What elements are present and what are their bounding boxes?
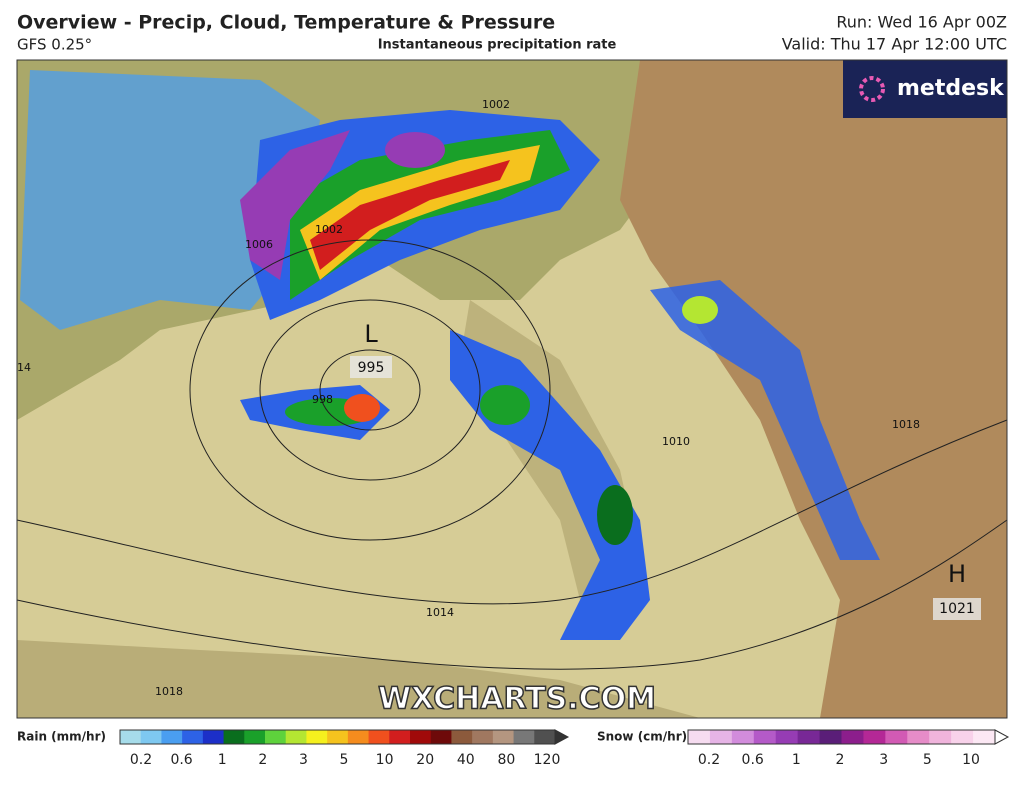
isobar-label: 1006 [245, 238, 273, 251]
isobar-label: 1018 [155, 685, 183, 698]
rain-tick-label: 5 [340, 752, 349, 768]
title: Overview - Precip, Cloud, Temperature & … [17, 12, 555, 34]
snow-bar-arrow [994, 729, 1010, 745]
rain-swatch [410, 730, 432, 744]
rain-swatch [430, 730, 452, 744]
isobars [16, 239, 1008, 670]
brand-icon [859, 76, 885, 102]
snow-swatch [797, 730, 821, 744]
rain-swatch [492, 730, 515, 744]
snow-tick-label: 0.2 [698, 752, 720, 768]
rain-tick-label: 40 [457, 752, 475, 768]
label-box [350, 356, 392, 378]
rain-tick-label: 20 [416, 752, 434, 768]
rain-swatch [368, 730, 390, 744]
map: 1002 1002 1006 998 1010 1014 1018 1018 1… [16, 59, 1008, 719]
precip-rain [310, 160, 510, 270]
isobar-label: 1010 [662, 435, 690, 448]
brand-box [843, 60, 1007, 118]
rain-tick-label: 10 [376, 752, 394, 768]
snow-swatch [929, 730, 952, 744]
low-letter: L [364, 320, 378, 348]
label-box [933, 598, 981, 620]
precip-snow [240, 130, 350, 280]
watermark: WXCHARTS.COM [378, 682, 656, 717]
snow-tick-label: 3 [879, 752, 888, 768]
precip-rain [344, 394, 380, 422]
land-south [17, 640, 700, 718]
isobar-label: 14 [17, 361, 31, 374]
rain-swatch [244, 730, 266, 744]
rain-bar-arrow [554, 729, 570, 745]
rain-swatch [265, 730, 287, 744]
isobar-label: 1018 [892, 418, 920, 431]
rain-tick-label: 2 [258, 752, 267, 768]
snow-swatch [841, 730, 864, 744]
precip-rain [597, 485, 633, 545]
snow-swatch [709, 730, 733, 744]
low-pressure: 995 [358, 360, 385, 376]
snow-tick-label: 5 [923, 752, 932, 768]
rain-swatch [347, 730, 370, 744]
land-east [620, 60, 1007, 718]
rain-swatch [182, 730, 204, 744]
map-frame [16, 59, 1008, 719]
high-pressure: 1021 [939, 601, 975, 617]
product: Instantaneous precipitation rate [378, 38, 617, 53]
rain-swatch [451, 730, 473, 744]
snow-swatch [973, 730, 996, 744]
rain-tick-label: 80 [497, 752, 515, 768]
rain-swatch [472, 730, 494, 744]
model: GFS 0.25° [17, 36, 92, 54]
precip-rain [20, 70, 320, 330]
snow-swatch [731, 730, 755, 744]
high-letter: H [948, 560, 966, 588]
isobar-label: 1002 [315, 223, 343, 236]
snow-tick-label: 10 [962, 752, 980, 768]
rain-swatch [120, 730, 142, 744]
snow-swatch [863, 730, 886, 744]
rain-tick-label: 0.6 [170, 752, 192, 768]
isobar-label: 1002 [482, 98, 510, 111]
snow-legend-label: Snow (cm/hr) [597, 730, 687, 744]
isobar-label: 1014 [426, 606, 454, 619]
precip-rain [480, 385, 530, 425]
brand: metdesk [897, 76, 1005, 101]
run: Run: Wed 16 Apr 00Z [836, 13, 1007, 32]
rain-tick-label: 3 [299, 752, 308, 768]
rain-swatch [389, 730, 411, 744]
snow-tick-label: 1 [792, 752, 801, 768]
rain-swatch [513, 730, 535, 744]
rain-tick-label: 0.2 [130, 752, 152, 768]
rain-swatch [534, 730, 556, 744]
snow-swatch [885, 730, 908, 744]
valid: Valid: Thu 17 Apr 12:00 UTC [782, 35, 1007, 54]
snow-swatch [819, 730, 842, 744]
precip-snow [385, 132, 445, 168]
precip-rain [650, 280, 880, 560]
isobar-label: 998 [312, 393, 333, 406]
snow-swatch [688, 730, 711, 744]
rain-tick-label: 1 [218, 752, 227, 768]
snow-tick-label: 2 [836, 752, 845, 768]
snow-swatch [753, 730, 777, 744]
rain-swatch [285, 730, 307, 744]
snow-swatch [775, 730, 799, 744]
snow-tick-label: 0.6 [742, 752, 764, 768]
rain-legend-label: Rain (mm/hr) [17, 730, 106, 744]
rain-tick-label: 120 [534, 752, 561, 768]
legends: 0.2 0.6 1 2 3 5 10 20 40 80 120 0.2 0.6 1 2 3 5 10 [119, 729, 1010, 768]
rain-swatch [140, 730, 162, 744]
snow-swatch [907, 730, 930, 744]
rain-swatch [223, 730, 245, 744]
rain-swatch [161, 730, 183, 744]
snow-swatch [951, 730, 974, 744]
rain-swatch [327, 730, 349, 744]
rain-swatch [202, 730, 225, 744]
rain-swatch [306, 730, 328, 744]
precip-rain [682, 296, 718, 324]
